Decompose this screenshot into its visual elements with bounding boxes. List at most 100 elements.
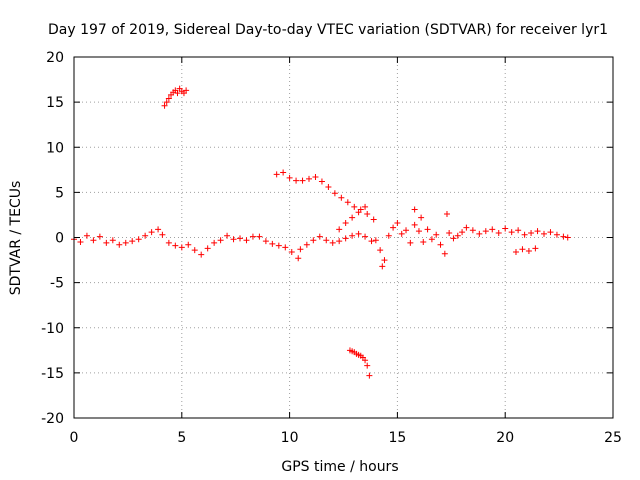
series-late-band	[372, 220, 571, 264]
data-point	[381, 257, 388, 264]
data-point	[191, 247, 198, 254]
data-point	[161, 102, 168, 109]
y-tick-label: 15	[46, 95, 64, 111]
data-point	[370, 216, 377, 223]
data-point	[342, 220, 349, 227]
series-rising-branch	[336, 203, 369, 233]
data-point	[275, 242, 282, 249]
x-tick-labels: 0 5 10 15 20 25	[70, 430, 622, 446]
data-points	[71, 85, 571, 379]
data-point	[385, 232, 392, 239]
y-tick-label: 5	[55, 185, 64, 201]
data-point	[411, 221, 418, 228]
data-point	[336, 238, 343, 245]
data-point	[204, 245, 211, 252]
data-point	[362, 233, 369, 240]
data-point	[342, 235, 349, 242]
data-point	[96, 233, 103, 240]
series-upper-arc	[273, 169, 377, 223]
data-point	[224, 232, 231, 239]
x-tick-label: 10	[281, 430, 299, 446]
data-point	[398, 230, 405, 237]
data-point	[142, 232, 149, 239]
data-point	[403, 227, 410, 234]
data-point	[424, 226, 431, 233]
data-point	[116, 241, 123, 248]
x-tick-label: 0	[70, 430, 79, 446]
data-point	[528, 229, 535, 236]
y-tick-labels: -20 -15 -10 -5 0 5 10 15 20	[41, 50, 64, 427]
data-point	[394, 220, 401, 227]
series-late-spikes	[379, 206, 450, 270]
data-point	[508, 229, 515, 236]
data-point	[183, 87, 190, 94]
y-tick-label: -20	[41, 411, 64, 427]
y-tick-label: -5	[50, 276, 64, 292]
data-point	[262, 238, 269, 245]
data-point	[446, 229, 453, 236]
data-point	[418, 214, 425, 221]
data-point	[135, 236, 142, 243]
data-point	[355, 230, 362, 237]
data-point	[459, 229, 466, 236]
data-point	[316, 233, 323, 240]
data-point	[325, 183, 332, 190]
data-point	[323, 237, 330, 244]
data-point	[269, 240, 276, 247]
x-axis-label: GPS time / hours	[281, 459, 398, 475]
chart-title: Day 197 of 2019, Sidereal Day-to-day VTE…	[48, 22, 608, 38]
data-point	[463, 224, 470, 231]
series-lower-outlier	[346, 347, 373, 379]
x-tick-label: 5	[177, 430, 186, 446]
axis-ticks	[73, 56, 614, 419]
data-point	[469, 227, 476, 234]
series-late-lower	[512, 245, 539, 255]
data-point	[217, 237, 224, 244]
data-point	[159, 231, 166, 238]
data-point	[377, 247, 384, 254]
data-point	[495, 229, 502, 236]
data-point	[476, 230, 483, 237]
data-point	[564, 234, 571, 241]
data-point	[163, 99, 170, 106]
data-point	[129, 238, 136, 245]
data-point	[351, 203, 358, 210]
data-point	[303, 241, 310, 248]
data-point	[288, 248, 295, 255]
series-main-band	[71, 226, 302, 262]
data-point	[368, 238, 375, 245]
data-point	[103, 239, 110, 246]
data-point	[90, 237, 97, 244]
data-point	[280, 169, 287, 176]
series-upper-outlier	[161, 85, 190, 109]
data-point	[502, 225, 509, 232]
data-point	[454, 232, 461, 239]
data-point	[310, 237, 317, 244]
data-point	[415, 228, 422, 235]
data-point	[541, 230, 548, 237]
data-point	[83, 232, 90, 239]
data-point	[482, 228, 489, 235]
data-point	[299, 177, 306, 184]
data-point	[364, 362, 371, 369]
data-point	[185, 241, 192, 248]
y-tick-label: 10	[46, 140, 64, 156]
data-point	[338, 194, 345, 201]
y-tick-label: -10	[41, 321, 64, 337]
y-tick-label: -15	[41, 366, 64, 382]
data-point	[77, 239, 84, 246]
data-point	[172, 242, 179, 249]
data-point	[282, 244, 289, 251]
x-tick-label: 15	[388, 430, 406, 446]
data-point	[407, 239, 414, 246]
data-point	[547, 229, 554, 236]
data-point	[286, 174, 293, 181]
series-lower-arc	[297, 230, 375, 253]
data-point	[534, 228, 541, 235]
data-point	[489, 226, 496, 233]
data-point	[306, 175, 313, 182]
data-point	[155, 226, 162, 233]
data-point	[256, 233, 263, 240]
data-point	[521, 231, 528, 238]
